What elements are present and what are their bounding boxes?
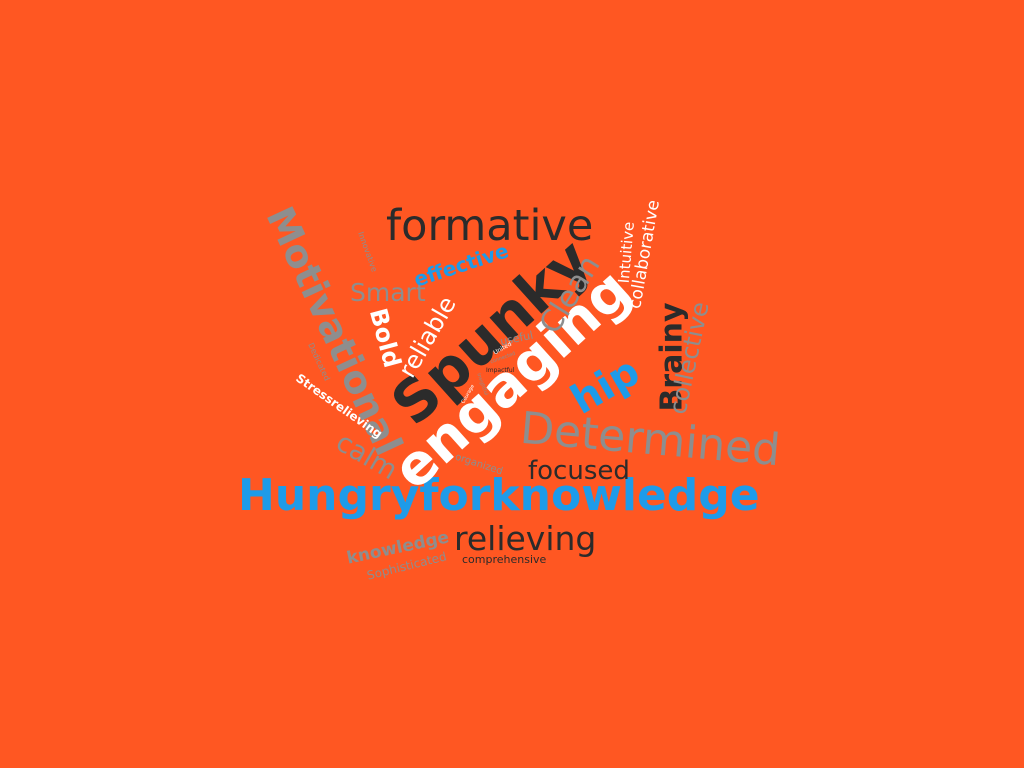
- word-comprehensive: comprehensive: [462, 553, 547, 566]
- word-smart: Smart: [350, 278, 426, 307]
- word-impactful: Impactful: [486, 367, 515, 374]
- word-hungryforknowledge: Hungryforknowledge: [238, 470, 760, 521]
- word-innovative: Innovative: [356, 230, 379, 274]
- word-formative: formative: [386, 201, 594, 251]
- word-relieving: relieving: [454, 519, 597, 558]
- word-focused: focused: [528, 456, 630, 486]
